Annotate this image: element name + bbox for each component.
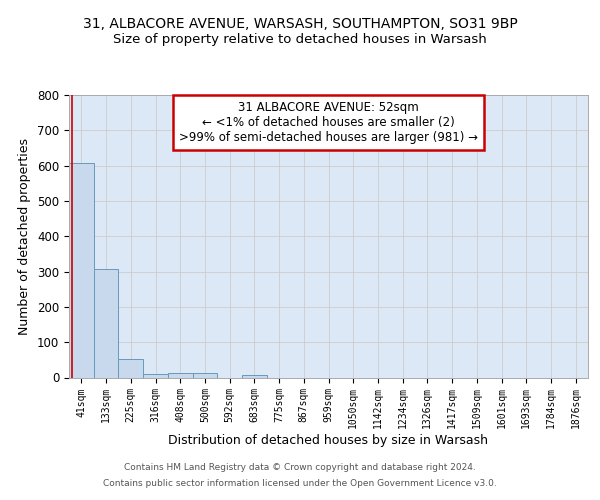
Text: Contains public sector information licensed under the Open Government Licence v3: Contains public sector information licen… (103, 478, 497, 488)
Text: Contains HM Land Registry data © Crown copyright and database right 2024.: Contains HM Land Registry data © Crown c… (124, 464, 476, 472)
Bar (143, 374, 168, 378)
Bar (94, 268, 118, 378)
Text: 31 ALBACORE AVENUE: 52sqm
← <1% of detached houses are smaller (2)
>99% of semi-: 31 ALBACORE AVENUE: 52sqm ← <1% of detac… (179, 100, 478, 144)
Text: Size of property relative to detached houses in Warsash: Size of property relative to detached ho… (113, 32, 487, 46)
Bar (69, 163, 94, 378)
Bar (242, 374, 267, 378)
Text: 31, ALBACORE AVENUE, WARSASH, SOUTHAMPTON, SO31 9BP: 31, ALBACORE AVENUE, WARSASH, SOUTHAMPTO… (83, 18, 517, 32)
X-axis label: Distribution of detached houses by size in Warsash: Distribution of detached houses by size … (169, 434, 488, 447)
Bar (118, 359, 143, 378)
Bar (168, 374, 193, 378)
Y-axis label: Number of detached properties: Number of detached properties (19, 138, 31, 335)
Bar (193, 373, 217, 378)
